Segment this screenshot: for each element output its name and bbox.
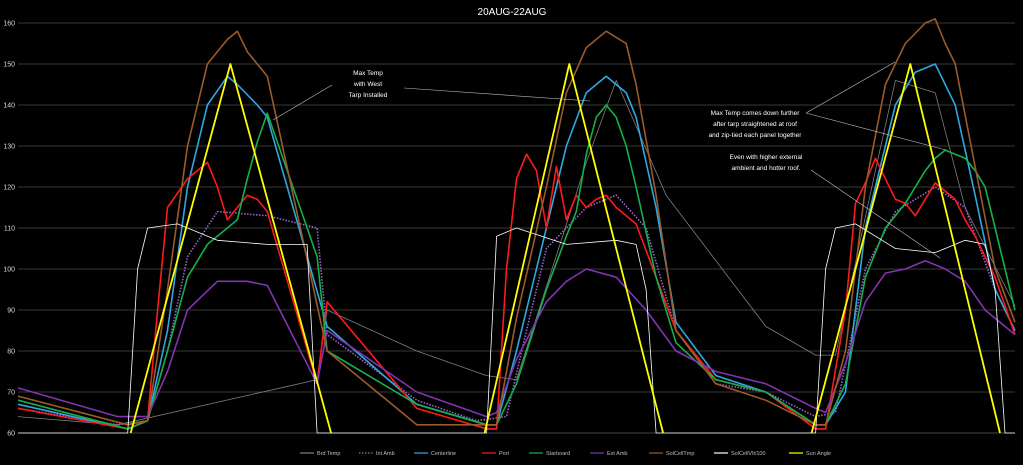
series-line-solcelltmp xyxy=(17,18,1016,426)
legend-label: SolCellVlt/100 xyxy=(731,451,766,457)
chart-title: 20AUG-22AUG xyxy=(478,7,547,18)
annotation-text: and zip-tied each panel together xyxy=(709,132,803,139)
annotation-arrow xyxy=(810,169,941,259)
legend-label: Brd Temp xyxy=(317,451,340,457)
y-tick-label: 160 xyxy=(3,21,15,28)
annotation-text: Max Temp comes down further xyxy=(711,110,801,117)
annotation-arrows xyxy=(272,61,947,259)
series-line-port xyxy=(17,153,1016,430)
y-tick-label: 150 xyxy=(3,62,15,69)
y-tick-label: 120 xyxy=(3,185,15,192)
y-tick-label: 130 xyxy=(3,144,15,151)
annotation-text: with West xyxy=(353,81,382,88)
y-tick-label: 140 xyxy=(3,103,15,110)
series-line-centerline xyxy=(17,63,1016,430)
y-tick-label: 80 xyxy=(7,349,15,356)
y-axis-ticks: 60 70 80 90 100 110 120 130 140 150 160 xyxy=(3,21,15,438)
legend: Brd Temp Int Amb Centerline Port Starboard Ex… xyxy=(300,451,831,457)
y-tick-label: 100 xyxy=(3,267,15,274)
annotation-text: Even with higher external xyxy=(730,154,804,161)
series-line-sun-angle xyxy=(129,63,1001,434)
legend-label: Starboard xyxy=(546,451,570,457)
y-tick-label: 60 xyxy=(7,431,15,438)
annotation-arrow xyxy=(403,87,591,102)
y-tick-label: 70 xyxy=(7,390,15,397)
legend-label: Centerline xyxy=(431,451,456,457)
legend-label: Int Amb xyxy=(376,451,395,457)
series-line-starboard xyxy=(17,104,1016,430)
series-lines xyxy=(17,18,1016,434)
annotation-arrow xyxy=(805,61,896,114)
annotation-arrow xyxy=(272,84,333,121)
y-tick-label: 90 xyxy=(7,308,15,315)
legend-label: SolCellTmp xyxy=(666,451,694,457)
annotation-text: ambient and hotter roof. xyxy=(731,165,800,172)
legend-label: Sun Angle xyxy=(806,451,831,457)
annotation-text: after tarp straightened at roof xyxy=(713,121,797,128)
annotation-text: Tarp Installed xyxy=(349,92,388,99)
series-line-ext-amb xyxy=(17,260,1016,418)
series-line-solcellvlt-100 xyxy=(18,223,1015,434)
legend-label: Ext Amb xyxy=(607,451,627,457)
legend-label: Port xyxy=(499,451,510,457)
annotation-text: Max Temp xyxy=(353,70,383,77)
y-tick-label: 110 xyxy=(4,226,15,233)
annotation-arrow xyxy=(805,112,947,151)
annotations: Max Temp with West Tarp Installed Max Temp … xyxy=(349,70,803,172)
series-line-int-amb xyxy=(17,186,1016,426)
